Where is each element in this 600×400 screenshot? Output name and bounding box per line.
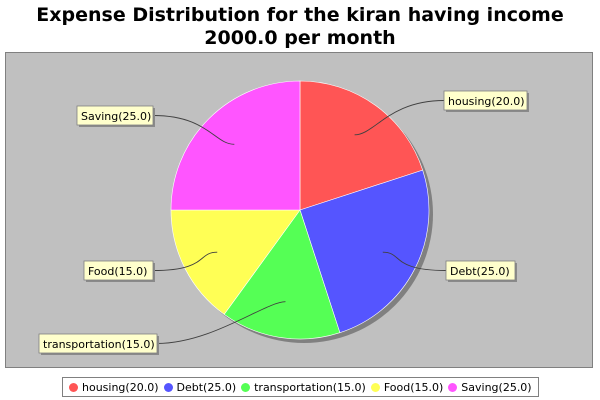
slice-label-saving: Saving(25.0) [81, 110, 151, 123]
label-leader-transportation [156, 301, 286, 344]
slice-label-food: Food(15.0) [88, 265, 147, 278]
legend-swatch [69, 382, 78, 392]
legend-item-transportation: transportation(15.0) [241, 381, 366, 394]
chart-title: Expense Distribution for the kiran havin… [36, 4, 564, 49]
chart-legend: housing(20.0) Debt(25.0) transportation(15… [62, 377, 539, 397]
legend-swatch [163, 382, 173, 392]
label-leader-saving [152, 115, 235, 145]
legend-label: Food(15.0) [383, 380, 444, 394]
pie-slice-transportation [223, 209, 341, 340]
pie-slice-housing [299, 80, 424, 211]
slice-label-box-transportation [38, 333, 158, 354]
slice-label-debt: Debt(25.0) [450, 265, 510, 278]
pie-slice-saving [170, 80, 301, 211]
slice-label-housing: housing(20.0) [448, 95, 525, 108]
slice-label-transportation: transportation(15.0) [43, 338, 155, 351]
legend-item-food: Food(15.0) [370, 380, 444, 394]
legend-item-housing: housing(20.0) [69, 381, 159, 394]
slice-label-box-housing [443, 90, 528, 111]
legend-label: Debt(25.0) [176, 380, 237, 394]
slice-label-box-debt [445, 260, 516, 281]
slice-label-box-food [83, 260, 154, 281]
label-leader-housing [354, 100, 445, 136]
label-leader-debt [382, 251, 447, 271]
legend-label: Saving(25.0) [461, 380, 532, 394]
legend-label: transportation(15.0) [254, 380, 366, 394]
legend-item-debt: Debt(25.0) [163, 380, 237, 394]
pie-slice-debt [299, 169, 430, 334]
pie-slice-food [170, 209, 301, 315]
legend-label: housing(20.0) [82, 380, 159, 394]
legend-item-saving: Saving(25.0) [448, 380, 532, 394]
legend-swatch [241, 382, 251, 392]
legend-swatch [448, 382, 458, 392]
legend-swatch [370, 382, 380, 392]
label-leader-food [152, 251, 218, 271]
slice-label-box-saving [76, 105, 154, 126]
